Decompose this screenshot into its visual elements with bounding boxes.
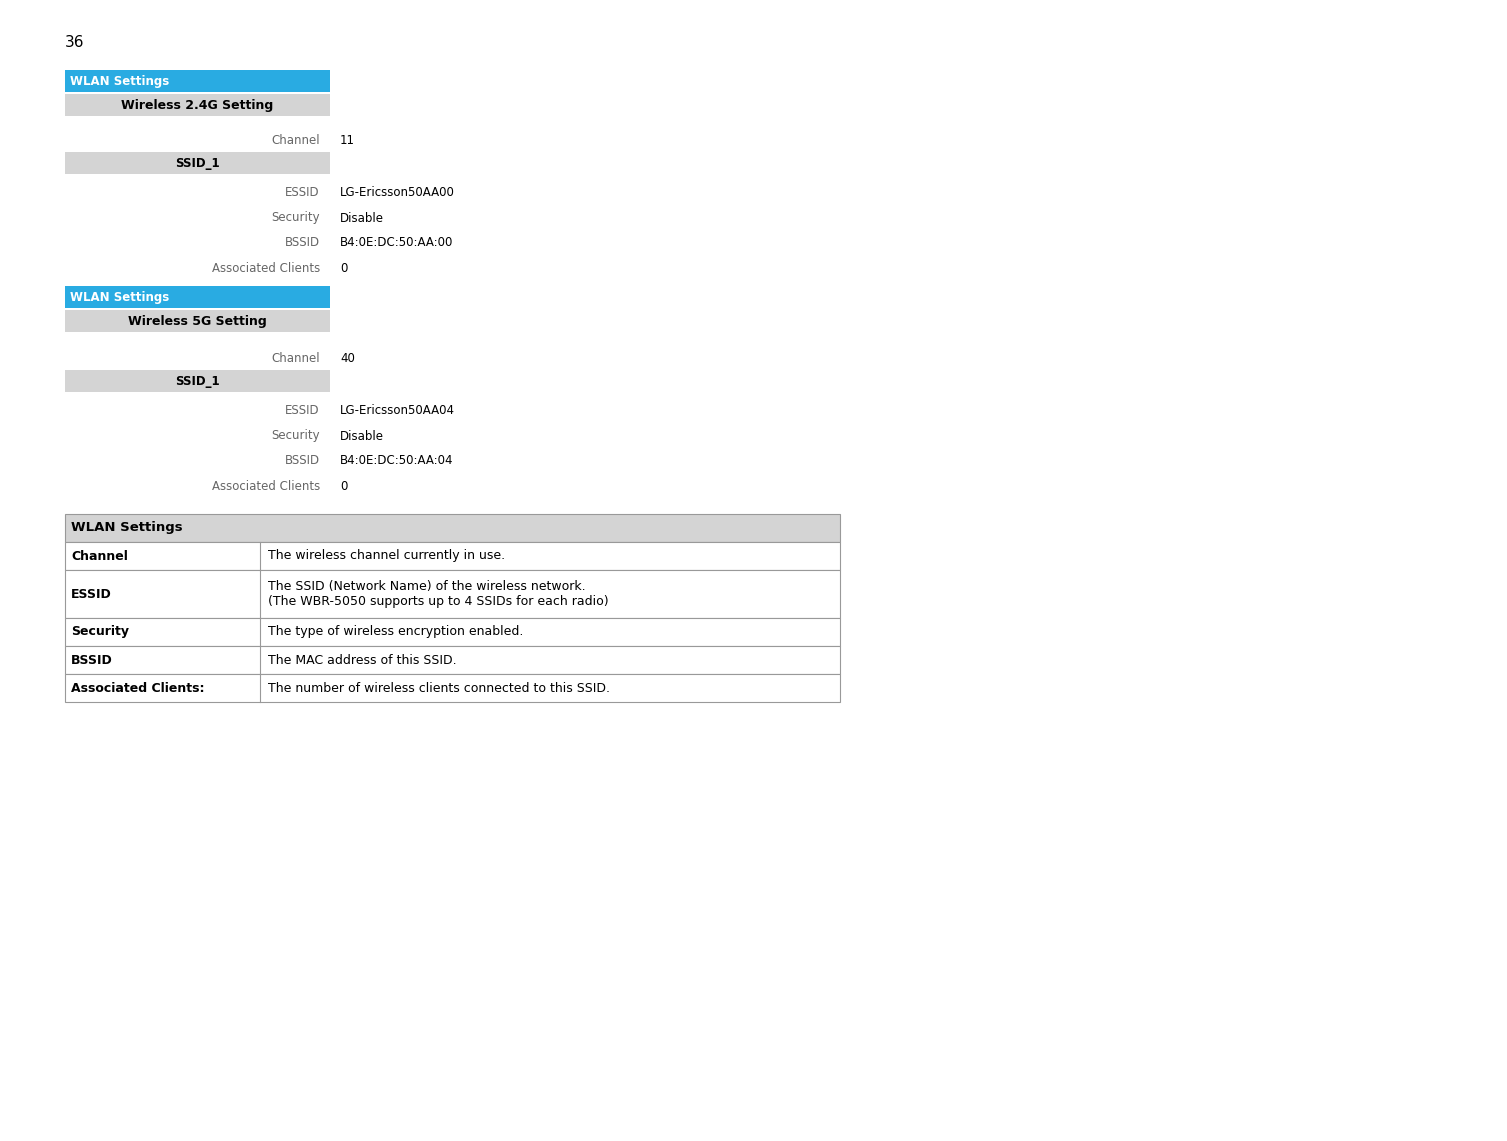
Text: WLAN Settings: WLAN Settings <box>71 521 182 534</box>
Text: 36: 36 <box>65 35 84 50</box>
Text: Channel: Channel <box>271 351 319 364</box>
Text: LG-Ericsson50AA04: LG-Ericsson50AA04 <box>341 405 455 418</box>
Bar <box>65 94 330 116</box>
Text: B4:0E:DC:50:AA:00: B4:0E:DC:50:AA:00 <box>341 236 454 250</box>
Bar <box>65 310 330 332</box>
Bar <box>65 646 839 674</box>
Bar <box>65 70 330 92</box>
Text: 11: 11 <box>341 133 356 146</box>
Bar <box>65 152 330 173</box>
Text: 40: 40 <box>341 351 354 364</box>
Text: 0: 0 <box>341 479 348 493</box>
Text: Wireless 2.4G Setting: Wireless 2.4G Setting <box>122 98 274 112</box>
Text: SSID_1: SSID_1 <box>175 156 220 170</box>
Text: B4:0E:DC:50:AA:04: B4:0E:DC:50:AA:04 <box>341 454 454 468</box>
Bar <box>65 370 330 393</box>
Text: SSID_1: SSID_1 <box>175 374 220 388</box>
Text: ESSID: ESSID <box>285 186 319 200</box>
Text: WLAN Settings: WLAN Settings <box>69 291 169 304</box>
Bar <box>65 618 839 646</box>
Text: Security: Security <box>271 211 319 225</box>
Bar <box>65 513 839 542</box>
Text: Wireless 5G Setting: Wireless 5G Setting <box>128 315 267 327</box>
Text: BSSID: BSSID <box>71 654 113 666</box>
Text: Security: Security <box>71 625 130 639</box>
Text: Channel: Channel <box>71 550 128 563</box>
Text: Associated Clients:: Associated Clients: <box>71 681 205 695</box>
Bar <box>65 570 839 618</box>
Bar <box>65 286 330 308</box>
Bar <box>65 542 839 570</box>
Text: The SSID (Network Name) of the wireless network.
(The WBR-5050 supports up to 4 : The SSID (Network Name) of the wireless … <box>268 580 609 608</box>
Text: Disable: Disable <box>341 429 384 443</box>
Text: ESSID: ESSID <box>71 588 112 600</box>
Text: LG-Ericsson50AA00: LG-Ericsson50AA00 <box>341 186 455 200</box>
Text: BSSID: BSSID <box>285 236 319 250</box>
Text: Security: Security <box>271 429 319 443</box>
Text: The type of wireless encryption enabled.: The type of wireless encryption enabled. <box>268 625 523 639</box>
Text: 0: 0 <box>341 261 348 275</box>
Text: WLAN Settings: WLAN Settings <box>69 74 169 88</box>
Text: Associated Clients: Associated Clients <box>212 261 319 275</box>
Bar <box>65 674 839 702</box>
Text: Channel: Channel <box>271 133 319 146</box>
Text: The MAC address of this SSID.: The MAC address of this SSID. <box>268 654 457 666</box>
Text: The wireless channel currently in use.: The wireless channel currently in use. <box>268 550 505 563</box>
Text: The number of wireless clients connected to this SSID.: The number of wireless clients connected… <box>268 681 610 695</box>
Text: ESSID: ESSID <box>285 405 319 418</box>
Text: BSSID: BSSID <box>285 454 319 468</box>
Text: Disable: Disable <box>341 211 384 225</box>
Text: Associated Clients: Associated Clients <box>212 479 319 493</box>
